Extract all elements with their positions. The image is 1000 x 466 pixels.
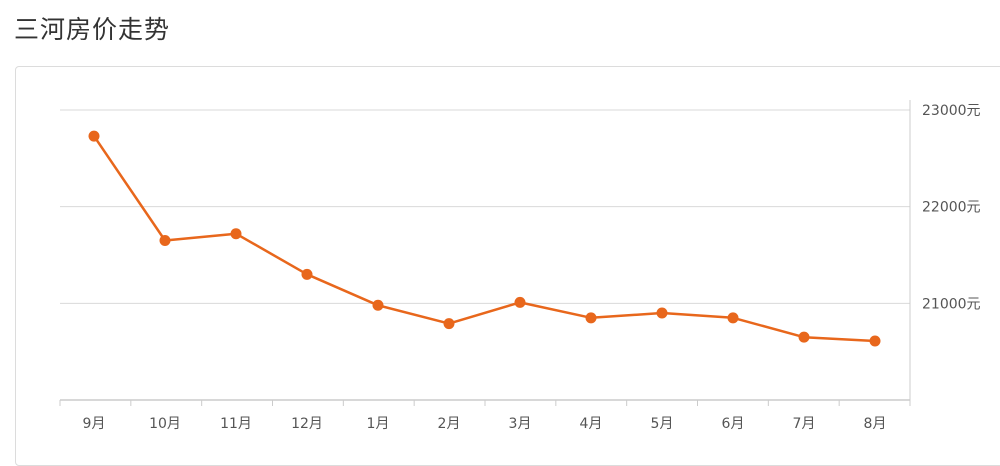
data-point	[88, 130, 100, 142]
data-point	[727, 312, 739, 324]
x-tick-label: 9月	[83, 416, 106, 432]
x-tick-label: 8月	[864, 416, 887, 432]
data-point	[230, 228, 242, 240]
data-point	[443, 318, 455, 330]
y-tick-label: 22000元	[922, 200, 981, 216]
x-tick-label: 11月	[220, 416, 252, 432]
page-title: 三河房价走势	[14, 15, 171, 44]
line-chart: 21000元 22000元 23000元 9月 10月 11月 12月 1月 2月 3月 4月 5月 6…	[59, 100, 981, 432]
x-tick-label: 7月	[793, 416, 816, 432]
x-tick-label: 2月	[438, 416, 461, 432]
data-point	[585, 312, 597, 324]
data-point	[798, 331, 810, 343]
x-tick-label: 10月	[149, 416, 181, 432]
x-tick-label: 4月	[580, 416, 603, 432]
y-tick-label: 21000元	[922, 296, 981, 312]
data-point	[159, 234, 171, 246]
data-point	[372, 299, 384, 311]
x-tick-label: 12月	[291, 416, 323, 432]
data-point	[514, 296, 526, 308]
data-point	[656, 307, 668, 319]
y-tick-label: 23000元	[922, 103, 981, 119]
x-tick-label: 3月	[509, 416, 532, 432]
x-tick-label: 5月	[651, 416, 674, 432]
x-tick-label: 6月	[722, 416, 745, 432]
x-tick-label: 1月	[367, 416, 390, 432]
data-point	[301, 268, 313, 280]
series-line	[92, 135, 876, 343]
data-point	[869, 335, 881, 347]
